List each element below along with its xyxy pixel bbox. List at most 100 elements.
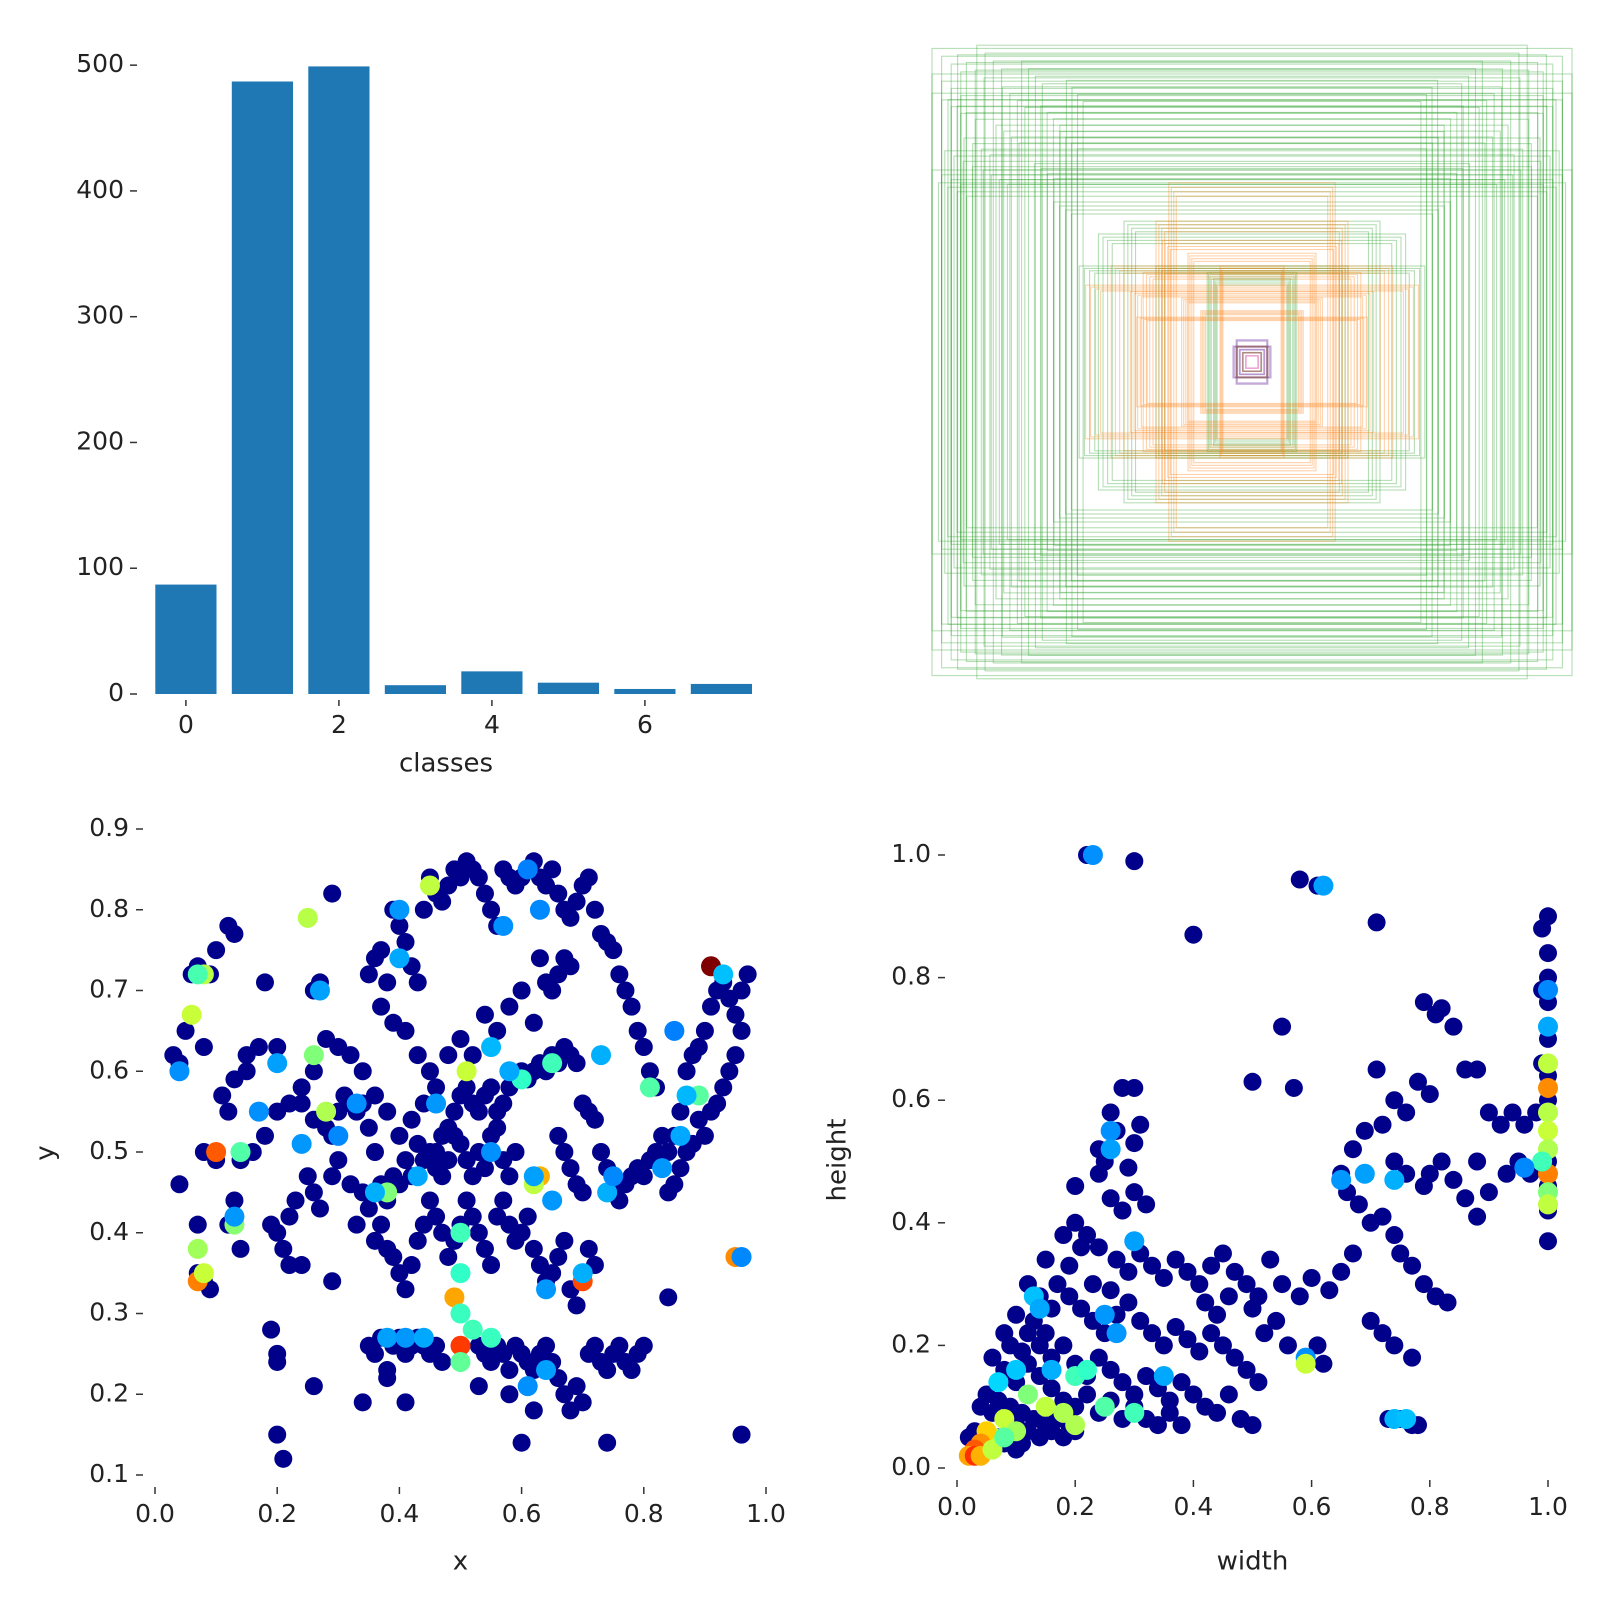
box-outline xyxy=(1095,288,1409,436)
point xyxy=(689,1110,708,1129)
box-outline xyxy=(1024,106,1480,618)
point xyxy=(451,1029,470,1048)
box-outline xyxy=(1203,312,1301,412)
point xyxy=(1125,1078,1144,1097)
point-colored xyxy=(1538,1120,1558,1141)
box-outline xyxy=(1161,239,1343,485)
box-outline xyxy=(937,182,1567,542)
ytick-label: 200 xyxy=(76,426,124,455)
point xyxy=(475,1159,494,1178)
point-colored xyxy=(536,1360,557,1381)
xtick-label: 0.8 xyxy=(1410,1492,1450,1521)
point xyxy=(738,965,757,984)
box-outline xyxy=(1149,276,1355,448)
point xyxy=(365,1344,384,1363)
point xyxy=(1178,1262,1197,1281)
box-outline xyxy=(1009,93,1495,631)
point xyxy=(1107,1250,1126,1269)
point xyxy=(304,1183,323,1202)
point xyxy=(372,941,391,960)
point xyxy=(359,1199,378,1218)
box-outline xyxy=(965,61,1539,663)
ytick-label: 0.7 xyxy=(89,975,129,1004)
box-outline xyxy=(995,124,1509,600)
point-colored xyxy=(193,1263,214,1284)
box-outline xyxy=(971,166,1533,558)
point xyxy=(1426,1005,1445,1024)
box-outline xyxy=(1119,270,1385,454)
box-outline xyxy=(1233,346,1271,378)
point xyxy=(561,1159,580,1178)
box-outline xyxy=(1076,148,1428,576)
point xyxy=(512,1433,531,1452)
point xyxy=(732,981,751,1000)
point xyxy=(433,1223,452,1242)
point xyxy=(475,884,494,903)
point-colored xyxy=(450,1263,471,1284)
point xyxy=(1444,1170,1463,1189)
point xyxy=(420,1191,439,1210)
box-outline xyxy=(1204,314,1300,410)
point xyxy=(433,1167,452,1186)
box-outline xyxy=(1123,272,1381,452)
point-colored xyxy=(328,1125,349,1146)
point xyxy=(1184,925,1203,944)
point xyxy=(482,900,501,919)
box-outline xyxy=(1235,345,1269,379)
box-outline xyxy=(1245,355,1259,369)
point-colored xyxy=(462,1319,483,1340)
box-outline xyxy=(989,154,1515,570)
point xyxy=(359,965,378,984)
box-outline xyxy=(950,179,1554,545)
box-outline xyxy=(1207,274,1297,450)
box-outline xyxy=(960,95,1544,629)
point xyxy=(396,1280,415,1299)
point xyxy=(268,1223,287,1242)
point-colored xyxy=(523,1166,544,1187)
point xyxy=(488,1021,507,1040)
point xyxy=(207,941,226,960)
box-outline xyxy=(1164,231,1340,493)
box-outline xyxy=(960,71,1544,653)
point-colored xyxy=(450,1351,471,1372)
point xyxy=(268,1352,287,1371)
box-outline xyxy=(983,77,1521,647)
point xyxy=(1154,1336,1173,1355)
point-colored xyxy=(542,1190,563,1211)
xtick-label: 0.0 xyxy=(937,1492,977,1521)
point xyxy=(1308,1336,1327,1355)
point xyxy=(1343,1244,1362,1263)
point xyxy=(1343,1140,1362,1159)
box-outline xyxy=(1210,278,1294,446)
point xyxy=(1515,1115,1534,1134)
point xyxy=(274,1239,293,1258)
box-outline xyxy=(1016,100,1488,624)
point xyxy=(451,1086,470,1105)
point xyxy=(537,1336,556,1355)
box-outline xyxy=(974,69,1530,655)
box-outline xyxy=(931,73,1573,651)
point xyxy=(396,933,415,952)
scatter-width-height: 0.0 0.2 0.4 0.6 0.8 1.0 0.0 0.2 0.4 0.6 0.8 1.0 widt… xyxy=(823,839,1568,1577)
point xyxy=(194,1038,213,1057)
box-outline xyxy=(1006,183,1498,541)
point xyxy=(1054,1336,1073,1355)
point xyxy=(598,1361,617,1380)
box-outline xyxy=(1129,291,1375,433)
point xyxy=(573,1393,592,1412)
box-outline xyxy=(1235,339,1269,385)
point xyxy=(396,1393,415,1412)
box-outline xyxy=(1102,236,1402,488)
point xyxy=(469,1223,488,1242)
ytick-label: 1.0 xyxy=(891,839,931,868)
x-axis-label: x xyxy=(453,1547,468,1577)
box-outline xyxy=(941,174,1563,550)
point-colored xyxy=(1538,1016,1558,1037)
box-outline xyxy=(1085,284,1419,440)
point xyxy=(1172,1416,1191,1435)
point xyxy=(506,1231,525,1250)
box-outline xyxy=(931,169,1573,555)
point xyxy=(1101,1189,1120,1208)
point-colored xyxy=(346,1093,367,1114)
point xyxy=(304,1377,323,1396)
